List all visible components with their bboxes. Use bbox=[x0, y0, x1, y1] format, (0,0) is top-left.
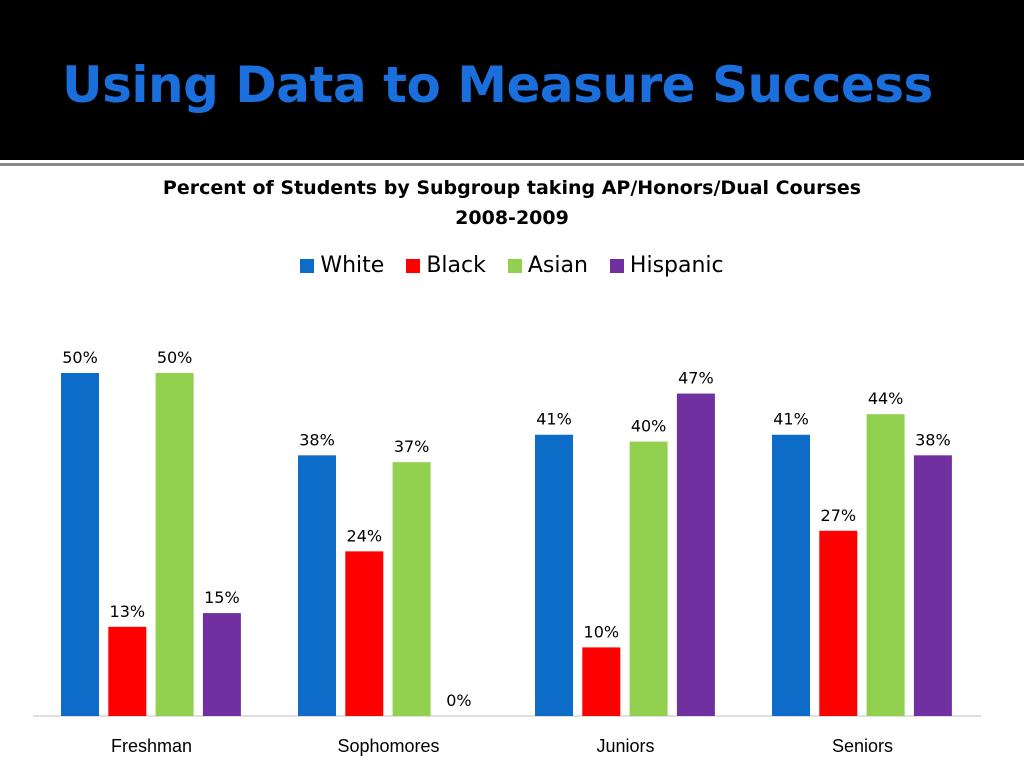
title-separator bbox=[0, 163, 1024, 166]
bar-freshman-asian bbox=[155, 373, 194, 716]
data-label-freshman-white: 50% bbox=[62, 348, 98, 367]
data-label-freshman-black: 13% bbox=[110, 602, 146, 621]
bar-seniors-hispanic bbox=[913, 455, 952, 716]
category-label-freshman: Freshman bbox=[111, 736, 192, 756]
chart-legend: White Black Asian Hispanic bbox=[0, 253, 1024, 278]
bar-sophomores-asian bbox=[392, 462, 431, 716]
data-label-freshman-asian: 50% bbox=[157, 348, 193, 367]
data-label-sophomores-black: 24% bbox=[347, 526, 383, 545]
data-label-seniors-white: 41% bbox=[773, 410, 809, 429]
bar-juniors-asian bbox=[629, 441, 668, 716]
data-label-sophomores-asian: 37% bbox=[394, 437, 430, 456]
bar-freshman-hispanic bbox=[202, 613, 241, 716]
bar-juniors-hispanic bbox=[676, 393, 715, 716]
bar-sophomores-black bbox=[345, 551, 384, 716]
bar-juniors-black bbox=[582, 647, 621, 716]
chart-subtitle: 2008-2009 bbox=[455, 207, 569, 229]
data-label-seniors-black: 27% bbox=[821, 506, 857, 525]
data-label-seniors-hispanic: 38% bbox=[915, 430, 951, 449]
legend-item-asian: Asian bbox=[507, 253, 588, 278]
legend-label-black: Black bbox=[426, 253, 486, 278]
legend-swatch-white bbox=[300, 258, 315, 273]
legend-swatch-hispanic bbox=[609, 258, 624, 273]
legend-item-white: White bbox=[300, 253, 384, 278]
bar-seniors-asian bbox=[866, 414, 905, 716]
chart-title: Percent of Students by Subgroup taking A… bbox=[162, 177, 862, 199]
data-label-juniors-asian: 40% bbox=[631, 417, 667, 436]
bar-seniors-white bbox=[772, 434, 810, 716]
bar-seniors-black bbox=[819, 530, 858, 716]
title-band bbox=[0, 0, 1024, 160]
data-label-sophomores-white: 38% bbox=[299, 430, 335, 449]
slide-title: Using Data to Measure Success bbox=[62, 56, 933, 114]
data-label-juniors-black: 10% bbox=[584, 622, 620, 641]
data-label-freshman-hispanic: 15% bbox=[204, 588, 240, 607]
legend-item-black: Black bbox=[406, 253, 486, 278]
category-label-juniors: Juniors bbox=[596, 736, 654, 756]
data-label-juniors-white: 41% bbox=[536, 410, 572, 429]
legend-swatch-black bbox=[406, 258, 421, 273]
legend-item-hispanic: Hispanic bbox=[609, 253, 724, 278]
bar-freshman-white bbox=[61, 373, 99, 716]
legend-label-hispanic: Hispanic bbox=[629, 253, 724, 278]
category-label-sophomores: Sophomores bbox=[337, 736, 439, 756]
data-label-seniors-asian: 44% bbox=[868, 389, 904, 408]
legend-label-asian: Asian bbox=[527, 253, 588, 278]
data-label-sophomores-hispanic: 0% bbox=[446, 691, 471, 710]
data-label-juniors-hispanic: 47% bbox=[678, 369, 714, 388]
bar-freshman-black bbox=[108, 626, 147, 716]
bar-juniors-white bbox=[535, 434, 573, 716]
category-label-seniors: Seniors bbox=[832, 736, 893, 756]
bar-sophomores-white bbox=[298, 455, 336, 716]
legend-label-white: White bbox=[320, 253, 385, 278]
legend-swatch-asian bbox=[507, 258, 522, 273]
